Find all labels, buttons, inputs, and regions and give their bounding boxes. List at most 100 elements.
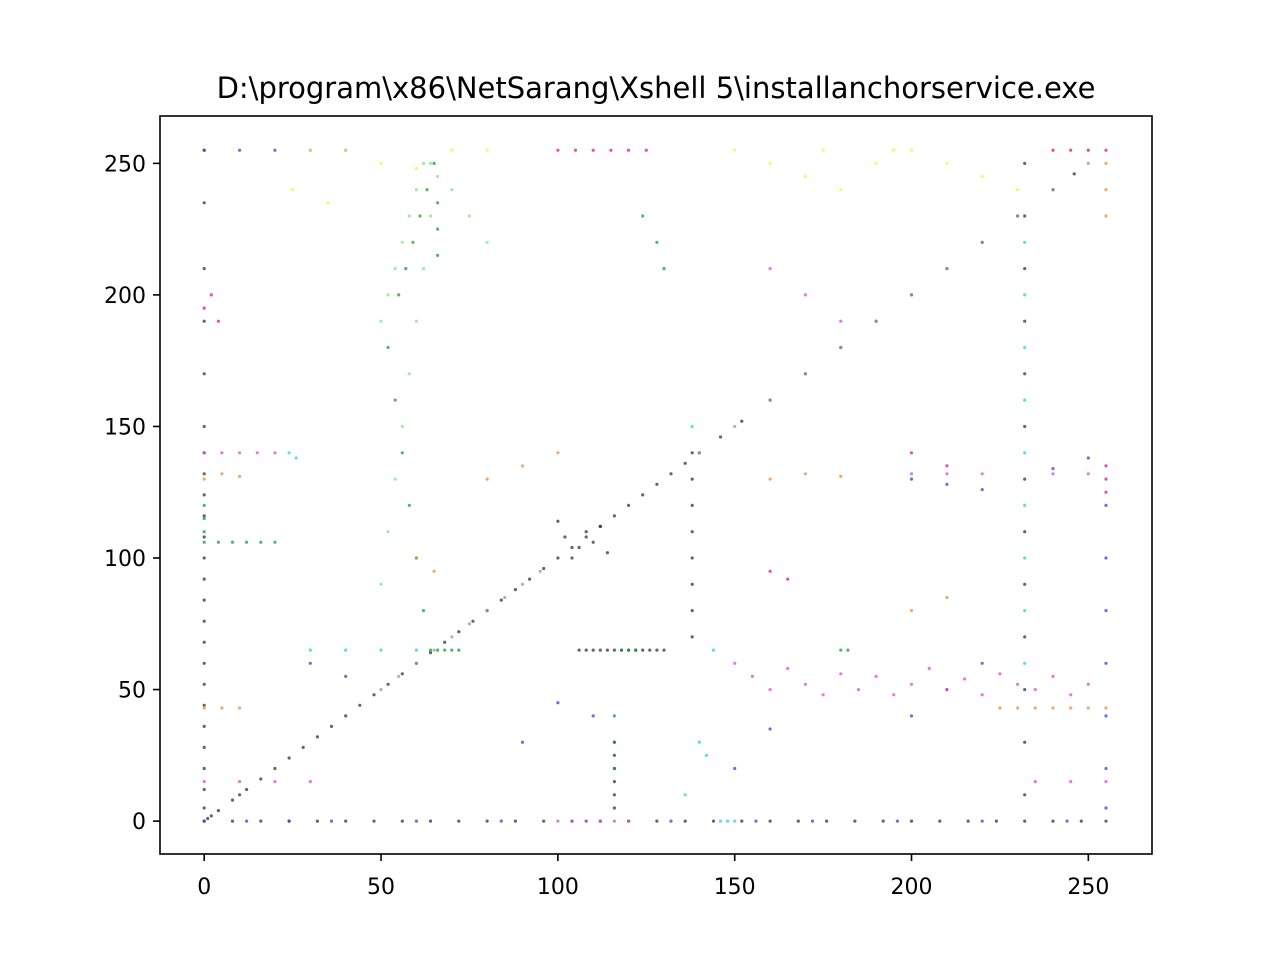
data-point xyxy=(238,451,242,455)
data-point xyxy=(750,674,755,679)
data-point xyxy=(414,819,418,823)
data-point xyxy=(443,640,447,644)
data-point xyxy=(556,148,560,152)
data-point xyxy=(202,766,206,771)
data-point xyxy=(379,688,383,692)
data-point xyxy=(418,214,422,218)
data-point xyxy=(238,474,242,478)
data-point xyxy=(513,588,518,592)
chart-title: D:\program\x86\NetSarang\Xshell 5\instal… xyxy=(217,71,1096,105)
data-point xyxy=(856,688,861,692)
data-point xyxy=(294,456,298,460)
data-point xyxy=(1104,464,1108,468)
data-point xyxy=(690,451,694,455)
data-point xyxy=(591,648,595,652)
data-point xyxy=(927,666,931,671)
data-point xyxy=(273,780,277,784)
data-point xyxy=(895,819,900,823)
data-point xyxy=(945,595,949,600)
data-point xyxy=(612,806,617,810)
data-point xyxy=(619,648,624,652)
data-point xyxy=(612,714,617,718)
data-point xyxy=(786,577,790,581)
data-point xyxy=(421,609,426,613)
data-point xyxy=(202,372,206,376)
data-point xyxy=(1023,688,1027,692)
data-point xyxy=(612,766,617,771)
data-point xyxy=(683,793,687,797)
data-point xyxy=(1023,372,1027,376)
data-point xyxy=(315,735,319,739)
data-point xyxy=(301,745,305,750)
data-point xyxy=(945,482,949,486)
data-point xyxy=(556,451,560,455)
data-point xyxy=(1086,682,1090,686)
data-point xyxy=(259,540,263,544)
data-point xyxy=(768,267,772,271)
data-point xyxy=(457,630,461,634)
data-point xyxy=(542,819,546,823)
data-point xyxy=(404,267,408,271)
data-point xyxy=(909,477,914,481)
data-point xyxy=(202,493,206,497)
data-point xyxy=(273,766,277,771)
data-point xyxy=(605,648,610,652)
data-point xyxy=(220,451,224,455)
data-point xyxy=(1069,148,1073,152)
data-point xyxy=(393,398,397,402)
data-point xyxy=(612,648,617,652)
data-point xyxy=(411,240,415,244)
y-tick-label: 250 xyxy=(104,152,146,177)
data-point xyxy=(259,777,263,781)
data-point xyxy=(238,706,242,710)
data-point xyxy=(202,514,206,518)
data-point xyxy=(485,609,489,613)
data-point xyxy=(803,372,808,376)
data-point xyxy=(980,472,984,476)
data-point xyxy=(414,188,418,192)
data-point xyxy=(1104,477,1108,481)
data-point xyxy=(740,819,744,823)
data-point xyxy=(1023,661,1027,665)
data-point xyxy=(542,566,546,571)
data-point xyxy=(754,819,758,823)
data-point xyxy=(1023,503,1027,507)
data-point xyxy=(1023,582,1027,586)
data-point xyxy=(612,819,617,823)
data-point xyxy=(308,780,312,784)
x-tick-label: 0 xyxy=(197,875,211,900)
data-point xyxy=(485,819,489,823)
data-point xyxy=(690,503,694,507)
data-point xyxy=(556,556,560,560)
data-point xyxy=(1023,530,1027,534)
data-point xyxy=(591,714,595,718)
data-point xyxy=(1104,490,1108,494)
data-point xyxy=(704,753,709,757)
data-point xyxy=(1104,806,1108,810)
data-point xyxy=(612,740,617,744)
data-point xyxy=(202,306,206,310)
data-point xyxy=(400,240,404,244)
data-point xyxy=(1023,319,1027,323)
data-point xyxy=(584,530,588,534)
data-point xyxy=(733,766,737,771)
data-point xyxy=(1023,556,1027,560)
data-point xyxy=(206,816,210,821)
data-point xyxy=(892,693,896,697)
data-point xyxy=(690,530,694,534)
data-point xyxy=(690,582,694,586)
data-point xyxy=(1069,693,1073,697)
data-point xyxy=(980,240,984,244)
data-point xyxy=(938,819,942,823)
y-tick-label: 200 xyxy=(104,284,146,309)
data-point xyxy=(358,703,362,707)
data-point xyxy=(598,648,602,652)
data-point xyxy=(245,819,249,823)
data-point xyxy=(598,524,602,529)
data-point xyxy=(786,666,790,671)
data-point xyxy=(414,167,418,171)
data-point xyxy=(386,293,390,297)
data-point xyxy=(839,648,843,652)
data-point xyxy=(669,819,673,823)
